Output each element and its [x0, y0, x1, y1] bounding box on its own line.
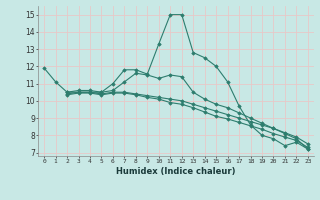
- X-axis label: Humidex (Indice chaleur): Humidex (Indice chaleur): [116, 167, 236, 176]
